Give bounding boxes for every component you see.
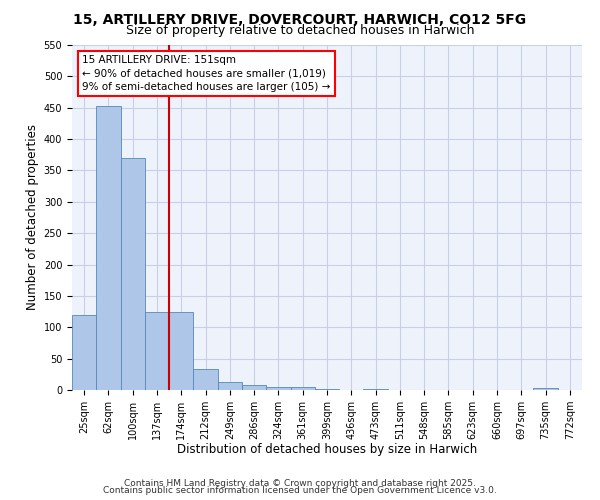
Bar	[193, 370, 218, 390]
X-axis label: Distribution of detached houses by size in Harwich: Distribution of detached houses by size …	[177, 444, 477, 456]
Bar	[218, 382, 242, 390]
Bar	[290, 387, 315, 390]
Bar	[242, 385, 266, 390]
Y-axis label: Number of detached properties: Number of detached properties	[26, 124, 40, 310]
Bar	[169, 312, 193, 390]
Bar	[533, 388, 558, 390]
Bar	[72, 314, 96, 390]
Bar	[121, 158, 145, 390]
Text: Contains public sector information licensed under the Open Government Licence v3: Contains public sector information licen…	[103, 486, 497, 495]
Text: 15 ARTILLERY DRIVE: 151sqm
← 90% of detached houses are smaller (1,019)
9% of se: 15 ARTILLERY DRIVE: 151sqm ← 90% of deta…	[82, 56, 331, 92]
Bar	[266, 387, 290, 390]
Bar	[145, 312, 169, 390]
Text: Contains HM Land Registry data © Crown copyright and database right 2025.: Contains HM Land Registry data © Crown c…	[124, 478, 476, 488]
Bar	[96, 106, 121, 390]
Text: 15, ARTILLERY DRIVE, DOVERCOURT, HARWICH, CO12 5FG: 15, ARTILLERY DRIVE, DOVERCOURT, HARWICH…	[73, 12, 527, 26]
Text: Size of property relative to detached houses in Harwich: Size of property relative to detached ho…	[126, 24, 474, 37]
